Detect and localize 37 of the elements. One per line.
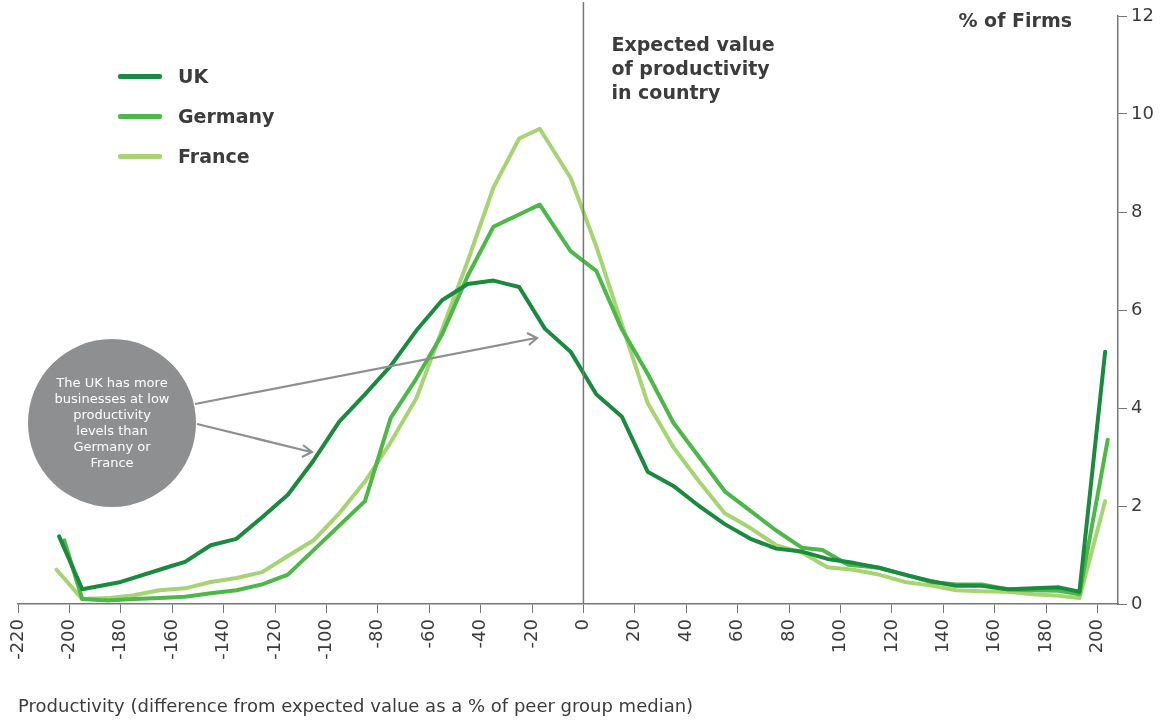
x-tick-label: -40: [468, 619, 490, 649]
x-tick-label: -180: [108, 619, 130, 660]
legend-label: Germany: [178, 105, 275, 127]
ref-line-label: Expected value of productivity in country: [611, 32, 776, 104]
x-tick-label: 140: [930, 619, 952, 654]
callout-circle: The UK has more businesses at low productivity levels than Germany or France: [28, 339, 196, 507]
y-axis-title: % of Firms: [958, 8, 1072, 32]
x-tick-label: 80: [776, 619, 798, 642]
x-tick-label: -200: [57, 619, 79, 660]
x-tick-label: 180: [1033, 619, 1055, 654]
x-tick-label: -160: [159, 619, 181, 660]
x-tick-label: -120: [262, 619, 284, 660]
x-tick-label: 20: [622, 619, 644, 642]
x-tick-label: -140: [211, 619, 233, 660]
y-tick-label: 6: [1131, 297, 1143, 319]
y-tick-label: 8: [1131, 199, 1143, 221]
y-tick-label: 10: [1131, 101, 1154, 123]
y-tick-label: 12: [1131, 3, 1154, 25]
y-tick-label: 4: [1131, 395, 1143, 417]
x-tick-label: 60: [725, 619, 747, 642]
y-tick-label: 2: [1131, 493, 1143, 515]
x-axis-title: Productivity (difference from expected value as a % of peer group median): [18, 694, 694, 716]
x-tick-label: -60: [416, 619, 438, 649]
annotation: The UK has more businesses at low productivity levels than Germany or France: [54, 375, 170, 471]
x-tick-label: -100: [314, 619, 336, 660]
legend-label: UK: [178, 65, 209, 87]
legend-label: France: [178, 145, 250, 167]
x-tick-label: -80: [365, 619, 387, 649]
x-tick-label: 120: [879, 619, 901, 654]
x-tick-label: 40: [673, 619, 695, 642]
x-tick-label: 160: [982, 619, 1004, 654]
x-tick-label: -220: [5, 619, 27, 660]
x-tick-label: 200: [1085, 619, 1107, 654]
x-tick-label: 0: [571, 619, 593, 631]
x-tick-label: 100: [828, 619, 850, 654]
x-tick-label: -20: [519, 619, 541, 649]
y-tick-label: 0: [1131, 591, 1143, 613]
